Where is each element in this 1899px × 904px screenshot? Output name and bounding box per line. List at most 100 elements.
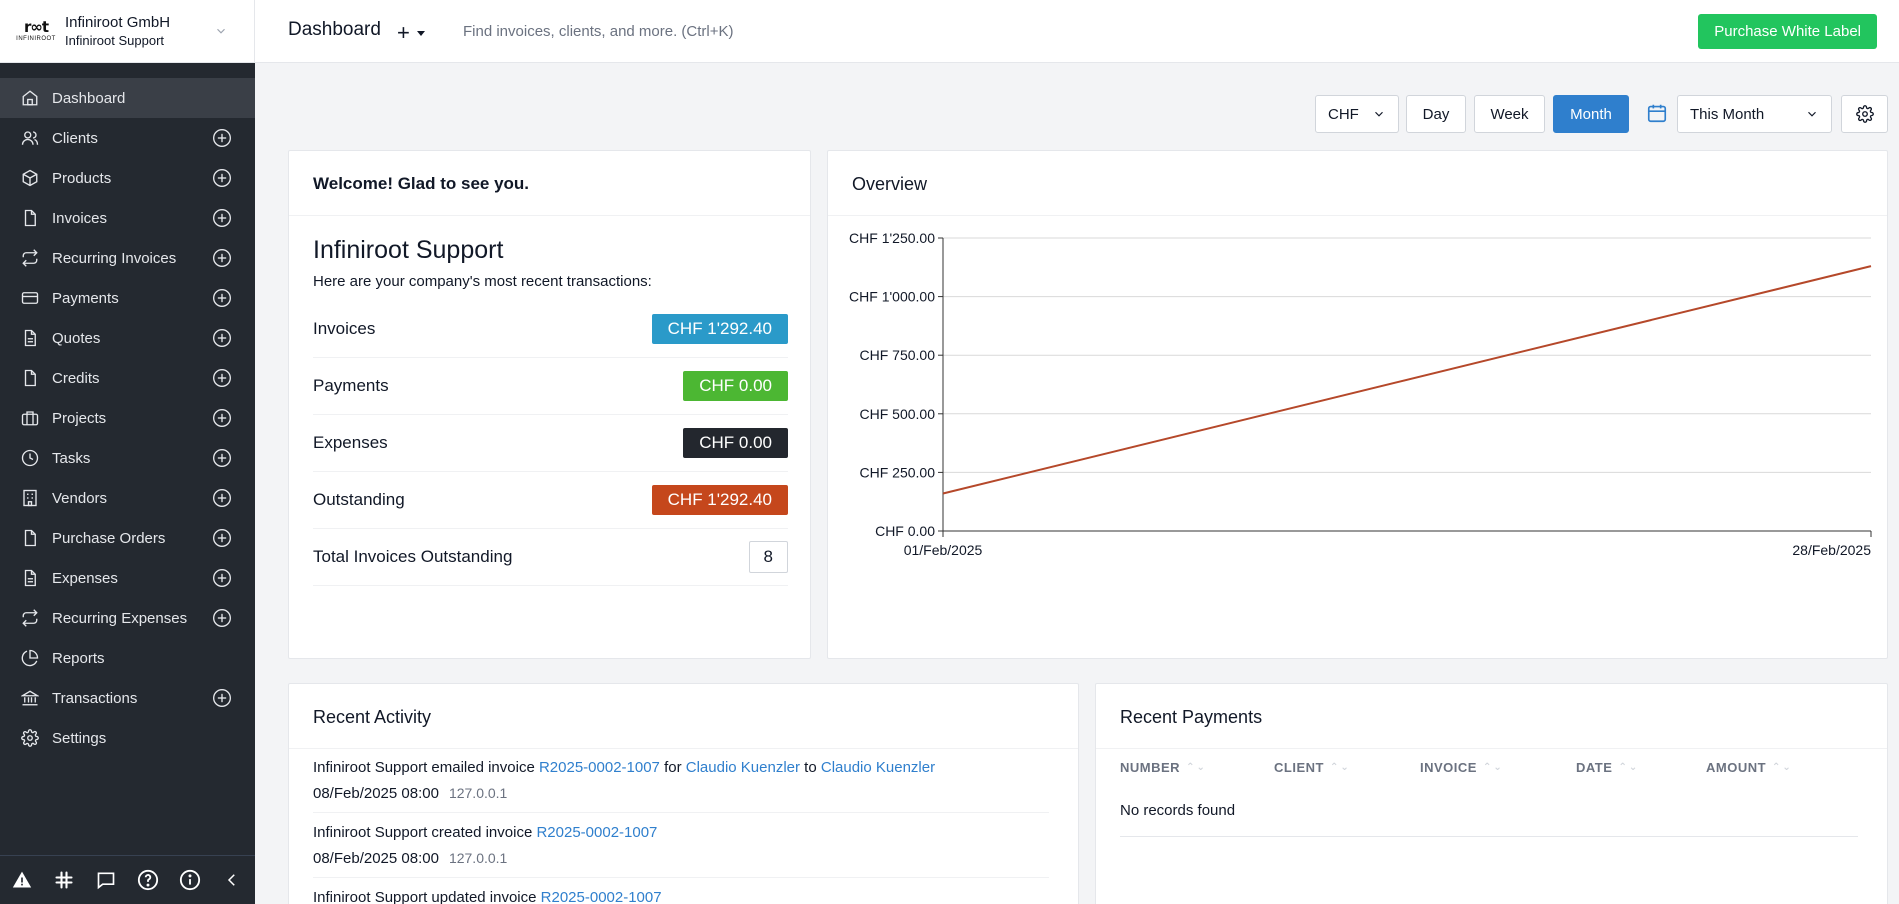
purchase-white-label-button[interactable]: Purchase White Label bbox=[1698, 14, 1877, 49]
column-header-client[interactable]: CLIENT ⌃⌄ bbox=[1274, 760, 1351, 775]
column-header-amount[interactable]: AMOUNT ⌃⌄ bbox=[1706, 760, 1793, 775]
add-credits-icon[interactable] bbox=[212, 368, 232, 388]
contact-link[interactable]: Claudio Kuenzler bbox=[820, 759, 936, 776]
sidebar-item-vendors[interactable]: Vendors bbox=[0, 478, 255, 518]
y-tick-label: CHF 1'000.00 bbox=[849, 289, 935, 305]
sidebar-item-quotes[interactable]: Quotes bbox=[0, 318, 255, 358]
sidebar-item-label: Vendors bbox=[52, 489, 108, 507]
y-tick-label: CHF 250.00 bbox=[860, 464, 936, 480]
info-icon[interactable] bbox=[179, 869, 201, 891]
recent-payments-card: Recent Payments NUMBER ⌃⌄ CLIENT ⌃⌄ INVOIC… bbox=[1095, 683, 1888, 904]
stat-row-invoices: Invoices CHF 1'292.40 bbox=[313, 301, 788, 358]
series-line bbox=[942, 265, 1872, 495]
payments-amount-badge[interactable]: CHF 0.00 bbox=[683, 371, 788, 401]
activity-item: Infiniroot Support created invoice R2025… bbox=[313, 824, 658, 867]
add-recurring-invoices-icon[interactable] bbox=[212, 248, 232, 268]
sidebar-item-invoices[interactable]: Invoices bbox=[0, 198, 255, 238]
sort-icon: ⌃⌄ bbox=[1618, 762, 1640, 773]
welcome-title: Welcome! Glad to see you. bbox=[289, 151, 810, 216]
currency-select[interactable]: CHF bbox=[1315, 95, 1399, 133]
sidebar-item-recurring-invoices[interactable]: Recurring Invoices bbox=[0, 238, 255, 278]
sidebar-item-clients[interactable]: Clients bbox=[0, 118, 255, 158]
caret-down-icon[interactable] bbox=[416, 28, 426, 38]
sidebar-item-label: Recurring Expenses bbox=[52, 609, 188, 627]
sidebar-item-expenses[interactable]: Expenses bbox=[0, 558, 255, 598]
activity-date: 08/Feb/2025 08:00 bbox=[313, 850, 439, 867]
sidebar-item-label: Projects bbox=[52, 409, 107, 427]
stat-row-expenses: Expenses CHF 0.00 bbox=[313, 415, 788, 472]
quick-add-menu[interactable]: + bbox=[397, 20, 426, 46]
add-transactions-icon[interactable] bbox=[212, 688, 232, 708]
period-day-button[interactable]: Day bbox=[1406, 95, 1466, 133]
file-icon bbox=[20, 208, 40, 228]
sidebar-item-dashboard[interactable]: Dashboard bbox=[0, 78, 255, 118]
y-tick-label: CHF 0.00 bbox=[875, 523, 935, 539]
add-payments-icon[interactable] bbox=[212, 288, 232, 308]
chevron-down-icon[interactable] bbox=[214, 24, 228, 42]
chat-icon[interactable] bbox=[95, 869, 117, 891]
help-icon[interactable] bbox=[137, 869, 159, 891]
column-header-invoice[interactable]: INVOICE ⌃⌄ bbox=[1420, 760, 1504, 775]
sidebar-item-recurring-expenses[interactable]: Recurring Expenses bbox=[0, 598, 255, 638]
sidebar-item-payments[interactable]: Payments bbox=[0, 278, 255, 318]
date-range-select[interactable]: This Month bbox=[1677, 95, 1832, 133]
add-recurring-expenses-icon[interactable] bbox=[212, 608, 232, 628]
add-purchase-orders-icon[interactable] bbox=[212, 528, 232, 548]
recent-activity-title: Recent Activity bbox=[289, 684, 1078, 749]
add-expenses-icon[interactable] bbox=[212, 568, 232, 588]
sort-icon: ⌃⌄ bbox=[1329, 762, 1351, 773]
warning-icon[interactable] bbox=[11, 869, 33, 891]
sidebar-item-label: Clients bbox=[52, 129, 98, 147]
sidebar-item-projects[interactable]: Projects bbox=[0, 398, 255, 438]
company-switcher[interactable]: r∞t INFINIROOT Infiniroot GmbH Infiniroo… bbox=[0, 0, 255, 63]
calendar-icon[interactable] bbox=[1646, 102, 1668, 128]
collapse-sidebar-icon[interactable] bbox=[221, 869, 243, 891]
add-quotes-icon[interactable] bbox=[212, 328, 232, 348]
sidebar-item-products[interactable]: Products bbox=[0, 158, 255, 198]
add-invoices-icon[interactable] bbox=[212, 208, 232, 228]
gear-icon bbox=[20, 728, 40, 748]
total-outstanding-count[interactable]: 8 bbox=[748, 541, 788, 573]
plus-icon[interactable]: + bbox=[397, 20, 410, 45]
add-clients-icon[interactable] bbox=[212, 128, 232, 148]
sidebar-item-purchase-orders[interactable]: Purchase Orders bbox=[0, 518, 255, 558]
slack-icon[interactable] bbox=[53, 869, 75, 891]
sidebar-item-settings[interactable]: Settings bbox=[0, 718, 255, 758]
add-tasks-icon[interactable] bbox=[212, 448, 232, 468]
invoice-link[interactable]: R2025-0002-1007 bbox=[540, 889, 662, 904]
stat-row-total-outstanding: Total Invoices Outstanding 8 bbox=[313, 529, 788, 586]
invoices-amount-badge[interactable]: CHF 1'292.40 bbox=[651, 314, 788, 344]
column-header-date[interactable]: DATE ⌃⌄ bbox=[1576, 760, 1640, 775]
activity-item: Infiniroot Support emailed invoice R2025… bbox=[313, 759, 936, 802]
add-projects-icon[interactable] bbox=[212, 408, 232, 428]
dashboard-settings-button[interactable] bbox=[1841, 95, 1888, 133]
period-week-button[interactable]: Week bbox=[1474, 95, 1545, 133]
overview-chart: CHF 0.00 CHF 250.00 CHF 500.00 CHF 750.00 CH… bbox=[849, 230, 1872, 557]
sort-icon: ⌃⌄ bbox=[1772, 762, 1793, 773]
sidebar-item-label: Purchase Orders bbox=[52, 529, 166, 547]
add-vendors-icon[interactable] bbox=[212, 488, 232, 508]
sidebar-item-credits[interactable]: Credits bbox=[0, 358, 255, 398]
sidebar-item-reports[interactable]: Reports bbox=[0, 638, 255, 678]
overview-card: Overview CHF 0.00 CHF 250.00 CHF 500.00 CHF… bbox=[827, 150, 1888, 659]
sidebar-item-label: Invoices bbox=[52, 209, 108, 227]
search-input[interactable] bbox=[463, 18, 863, 44]
file-text-icon bbox=[20, 328, 40, 348]
client-link[interactable]: Claudio Kuenzler bbox=[685, 759, 800, 776]
add-products-icon[interactable] bbox=[212, 168, 232, 188]
sidebar-item-label: Credits bbox=[52, 369, 100, 387]
invoice-link[interactable]: R2025-0002-1007 bbox=[536, 824, 658, 841]
sidebar-item-transactions[interactable]: Transactions bbox=[0, 678, 255, 718]
column-header-number[interactable]: NUMBER ⌃⌄ bbox=[1120, 760, 1207, 775]
repeat-icon bbox=[20, 248, 40, 268]
chevron-down-icon bbox=[1808, 111, 1816, 117]
sort-icon: ⌃⌄ bbox=[1186, 762, 1207, 773]
period-month-button[interactable]: Month bbox=[1553, 95, 1629, 133]
overview-title: Overview bbox=[828, 151, 1887, 216]
recent-payments-title: Recent Payments bbox=[1096, 684, 1887, 749]
invoice-link[interactable]: R2025-0002-1007 bbox=[538, 759, 660, 776]
outstanding-amount-badge[interactable]: CHF 1'292.40 bbox=[651, 485, 788, 515]
sidebar-item-tasks[interactable]: Tasks bbox=[0, 438, 255, 478]
expenses-amount-badge[interactable]: CHF 0.00 bbox=[683, 428, 788, 458]
welcome-card: Welcome! Glad to see you. Infiniroot Sup… bbox=[288, 150, 811, 659]
